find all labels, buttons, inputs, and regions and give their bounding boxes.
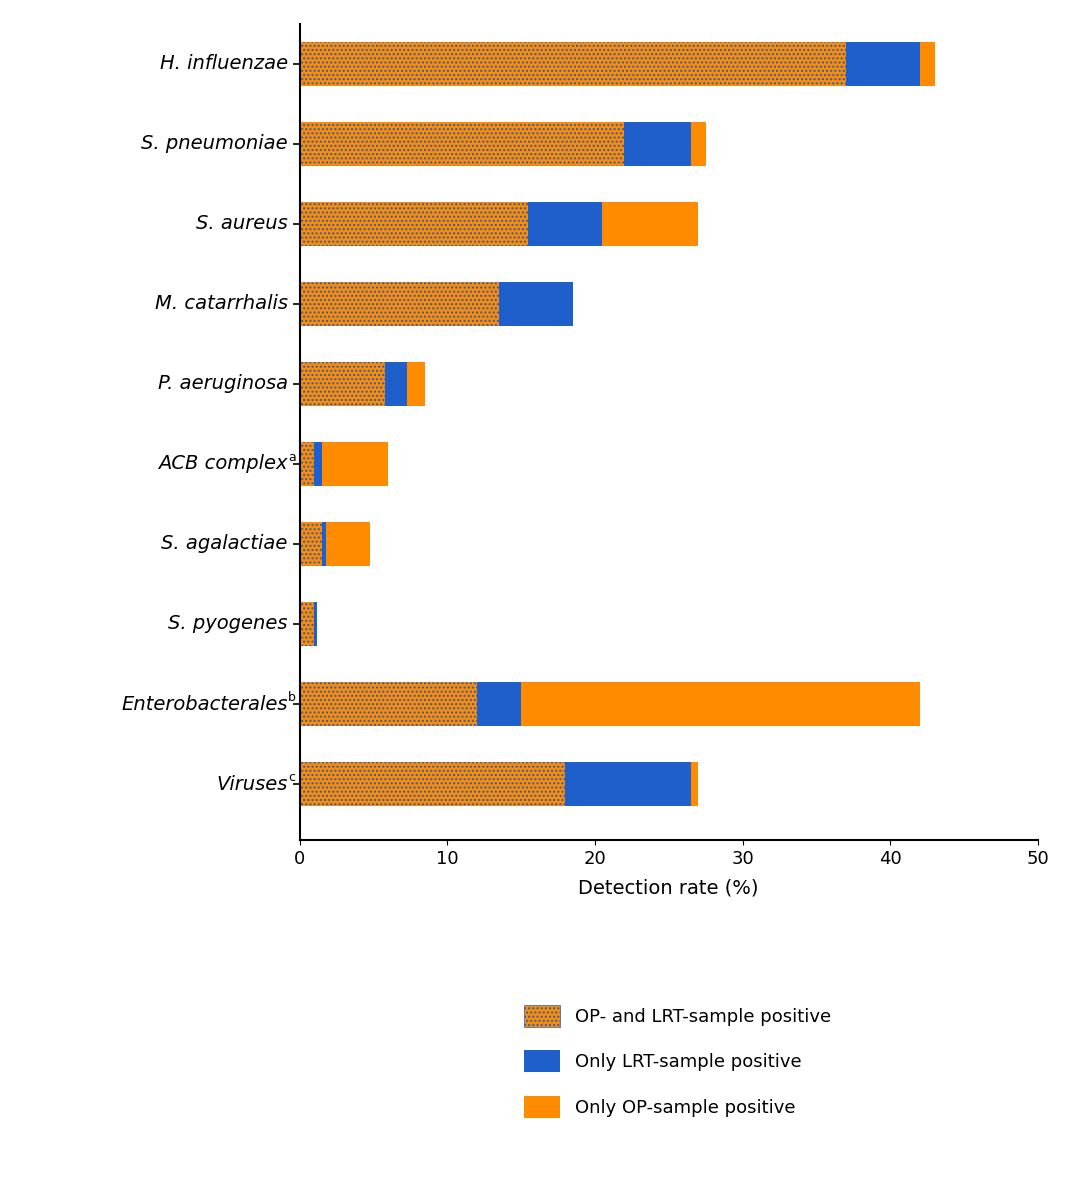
Bar — [499, 282, 572, 326]
Text: M. catarrhalis: M. catarrhalis — [155, 294, 288, 313]
Bar — [408, 362, 425, 406]
Bar — [846, 42, 920, 86]
Text: S. pyogenes: S. pyogenes — [168, 614, 288, 634]
Text: ACB complex: ACB complex — [158, 455, 288, 474]
Bar — [300, 282, 499, 326]
Text: S. pneumoniae: S. pneumoniae — [141, 134, 288, 154]
Text: Viruses: Viruses — [216, 774, 288, 793]
Text: P. aeruginosa: P. aeruginosa — [157, 374, 288, 394]
Bar — [315, 442, 322, 486]
Bar — [300, 762, 565, 806]
Bar — [300, 442, 315, 486]
Bar — [529, 202, 602, 246]
Bar — [315, 602, 318, 646]
Bar — [565, 762, 691, 806]
Bar — [300, 122, 625, 166]
Bar — [300, 202, 529, 246]
Bar — [521, 682, 920, 726]
Text: Enterobacterales: Enterobacterales — [121, 695, 288, 714]
Bar — [326, 522, 370, 566]
Bar — [300, 682, 477, 726]
Bar — [625, 122, 691, 166]
Bar — [477, 682, 521, 726]
Legend: OP- and LRT-sample positive, Only LRT-sample positive, Only OP-sample positive: OP- and LRT-sample positive, Only LRT-sa… — [516, 996, 840, 1127]
Text: a: a — [288, 451, 295, 464]
Text: b: b — [288, 691, 295, 704]
Bar — [322, 442, 388, 486]
Bar — [920, 42, 934, 86]
Bar — [300, 362, 385, 406]
Text: S. agalactiae: S. agalactiae — [162, 534, 288, 553]
Text: S. aureus: S. aureus — [196, 215, 288, 234]
Bar — [691, 122, 705, 166]
Bar — [691, 762, 699, 806]
Bar — [300, 602, 315, 646]
Bar — [300, 522, 322, 566]
Bar — [322, 522, 326, 566]
Text: H. influenzae: H. influenzae — [159, 54, 288, 73]
Bar — [300, 42, 846, 86]
Bar — [602, 202, 699, 246]
Bar — [385, 362, 408, 406]
Text: c: c — [288, 770, 295, 784]
X-axis label: Detection rate (%): Detection rate (%) — [579, 878, 759, 898]
